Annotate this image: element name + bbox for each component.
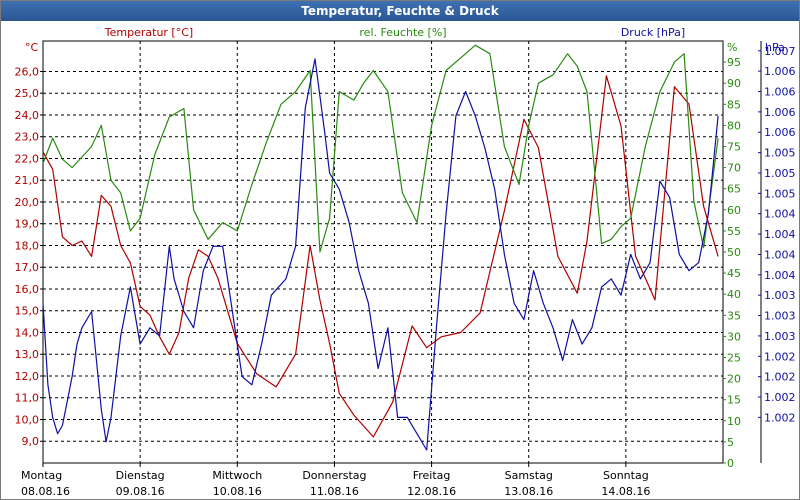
axes: 9,0 10,0 11,0 12,0 13,0 14,0 15,0 16,0 17,0 18,0 1… xyxy=(15,41,796,498)
temperature-tick-label: 20,0 xyxy=(15,196,40,209)
temperature-tick-label: 11,0 xyxy=(15,392,40,405)
humidity-line xyxy=(42,44,719,253)
temperature-tick-label: 25,0 xyxy=(15,87,40,100)
humidity-tick-label: 85 xyxy=(727,98,741,111)
temperature-axis-unit: °C xyxy=(25,41,39,54)
pressure-tick-label: 1.005 xyxy=(764,147,796,160)
pressure-line xyxy=(42,58,719,451)
temperature-tick-label: 16,0 xyxy=(15,283,40,296)
pressure-tick-label: 1.004 xyxy=(764,248,796,261)
pressure-tick-label: 1.005 xyxy=(764,187,796,200)
humidity-tick-label: 75 xyxy=(727,141,741,154)
temperature-tick-label: 17,0 xyxy=(15,261,40,274)
temperature-axis-label: Temperatur [°C] xyxy=(104,26,193,39)
humidity-tick-label: 95 xyxy=(727,56,741,69)
pressure-tick-label: 1.004 xyxy=(764,208,796,221)
humidity-tick-label: 55 xyxy=(727,225,741,238)
x-date-label: 14.08.16 xyxy=(601,485,650,498)
x-day-label: Donnerstag xyxy=(302,469,366,482)
temperature-tick-label: 24,0 xyxy=(15,109,40,122)
humidity-tick-label: 80 xyxy=(727,119,741,132)
pressure-tick-label: 1.003 xyxy=(764,289,796,302)
pressure-tick-label: 1.006 xyxy=(764,65,796,78)
x-day-label: Freitag xyxy=(413,469,451,482)
humidity-axis-label: rel. Feuchte [%] xyxy=(359,26,446,39)
series xyxy=(42,44,719,451)
pressure-tick-label: 1.007 xyxy=(764,45,796,58)
temperature-tick-label: 26,0 xyxy=(15,65,40,78)
pressure-tick-label: 1.003 xyxy=(764,310,796,323)
temperature-tick-label: 14,0 xyxy=(15,326,40,339)
humidity-tick-label: 25 xyxy=(727,352,741,365)
humidity-axis-unit: % xyxy=(727,41,737,54)
x-day-label: Sonntag xyxy=(603,469,649,482)
x-date-label: 13.08.16 xyxy=(504,485,553,498)
pressure-tick-label: 1.002 xyxy=(764,391,796,404)
humidity-tick-label: 45 xyxy=(727,267,741,280)
humidity-tick-label: 60 xyxy=(727,204,741,217)
humidity-tick-label: 5 xyxy=(727,436,734,449)
pressure-tick-label: 1.006 xyxy=(764,86,796,99)
humidity-tick-label: 90 xyxy=(727,77,741,90)
pressure-tick-label: 1.004 xyxy=(764,269,796,282)
temperature-tick-label: 21,0 xyxy=(15,174,40,187)
x-date-label: 12.08.16 xyxy=(407,485,456,498)
chart: 9,0 10,0 11,0 12,0 13,0 14,0 15,0 16,0 17,0 18,0 1… xyxy=(15,26,796,498)
humidity-tick-label: 70 xyxy=(727,162,741,175)
pressure-axis-unit: hPa xyxy=(765,41,785,54)
temperature-tick-label: 10,0 xyxy=(15,413,40,426)
x-day-label: Samstag xyxy=(505,469,553,482)
pressure-tick-label: 1.006 xyxy=(764,106,796,119)
x-day-label: Mittwoch xyxy=(212,469,262,482)
pressure-tick-label: 1.003 xyxy=(764,330,796,343)
window-title: Temperatur, Feuchte & Druck xyxy=(1,1,799,21)
humidity-tick-label: 35 xyxy=(727,309,741,322)
humidity-tick-label: 15 xyxy=(727,394,741,407)
humidity-tick-label: 30 xyxy=(727,330,741,343)
temperature-tick-label: 15,0 xyxy=(15,305,40,318)
pressure-tick-label: 1.004 xyxy=(764,228,796,241)
temperature-tick-label: 19,0 xyxy=(15,218,40,231)
humidity-tick-label: 0 xyxy=(727,457,734,470)
x-day-label: Montag xyxy=(21,469,62,482)
pressure-tick-label: 1.006 xyxy=(764,126,796,139)
temperature-tick-label: 23,0 xyxy=(15,131,40,144)
temperature-line xyxy=(42,75,719,438)
temperature-tick-label: 22,0 xyxy=(15,152,40,165)
temperature-tick-label: 9,0 xyxy=(22,435,40,448)
temperature-tick-label: 13,0 xyxy=(15,348,40,361)
plot-area xyxy=(42,40,724,464)
pressure-tick-label: 1.002 xyxy=(764,350,796,363)
x-date-label: 09.08.16 xyxy=(116,485,165,498)
humidity-tick-label: 40 xyxy=(727,288,741,301)
x-date-label: 11.08.16 xyxy=(310,485,359,498)
humidity-tick-label: 65 xyxy=(727,183,741,196)
humidity-tick-label: 20 xyxy=(727,373,741,386)
x-date-label: 08.08.16 xyxy=(21,485,70,498)
temperature-tick-label: 12,0 xyxy=(15,370,40,383)
x-day-label: Dienstag xyxy=(116,469,165,482)
humidity-tick-label: 50 xyxy=(727,246,741,259)
pressure-tick-label: 1.005 xyxy=(764,167,796,180)
temperature-tick-label: 18,0 xyxy=(15,239,40,252)
x-date-label: 10.08.16 xyxy=(213,485,262,498)
humidity-tick-label: 10 xyxy=(727,415,741,428)
pressure-tick-label: 1.002 xyxy=(764,411,796,424)
grid xyxy=(43,41,723,463)
pressure-tick-label: 1.002 xyxy=(764,371,796,384)
pressure-axis-label: Druck [hPa] xyxy=(621,26,685,39)
